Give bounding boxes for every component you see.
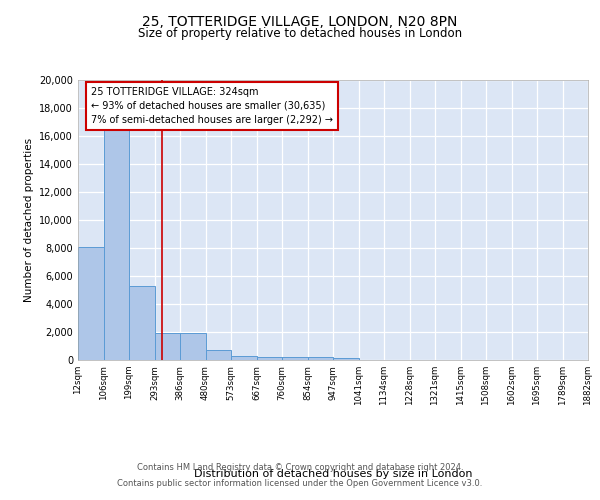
Bar — [308, 357, 333, 360]
Bar — [180, 334, 205, 360]
Bar — [231, 356, 257, 360]
Bar — [282, 357, 308, 360]
X-axis label: Distribution of detached houses by size in London: Distribution of detached houses by size … — [194, 469, 472, 479]
Bar — [333, 358, 359, 360]
Bar — [257, 356, 282, 360]
Text: 25 TOTTERIDGE VILLAGE: 324sqm
← 93% of detached houses are smaller (30,635)
7% o: 25 TOTTERIDGE VILLAGE: 324sqm ← 93% of d… — [91, 87, 333, 125]
Bar — [155, 334, 180, 360]
Text: Contains HM Land Registry data © Crown copyright and database right 2024.: Contains HM Land Registry data © Crown c… — [137, 464, 463, 472]
Y-axis label: Number of detached properties: Number of detached properties — [24, 138, 34, 302]
Bar — [104, 128, 129, 360]
Text: 25, TOTTERIDGE VILLAGE, LONDON, N20 8PN: 25, TOTTERIDGE VILLAGE, LONDON, N20 8PN — [142, 15, 458, 29]
Text: Contains public sector information licensed under the Open Government Licence v3: Contains public sector information licen… — [118, 478, 482, 488]
Bar — [205, 350, 231, 360]
Bar — [78, 246, 104, 360]
Text: Size of property relative to detached houses in London: Size of property relative to detached ho… — [138, 28, 462, 40]
Bar — [129, 286, 155, 360]
